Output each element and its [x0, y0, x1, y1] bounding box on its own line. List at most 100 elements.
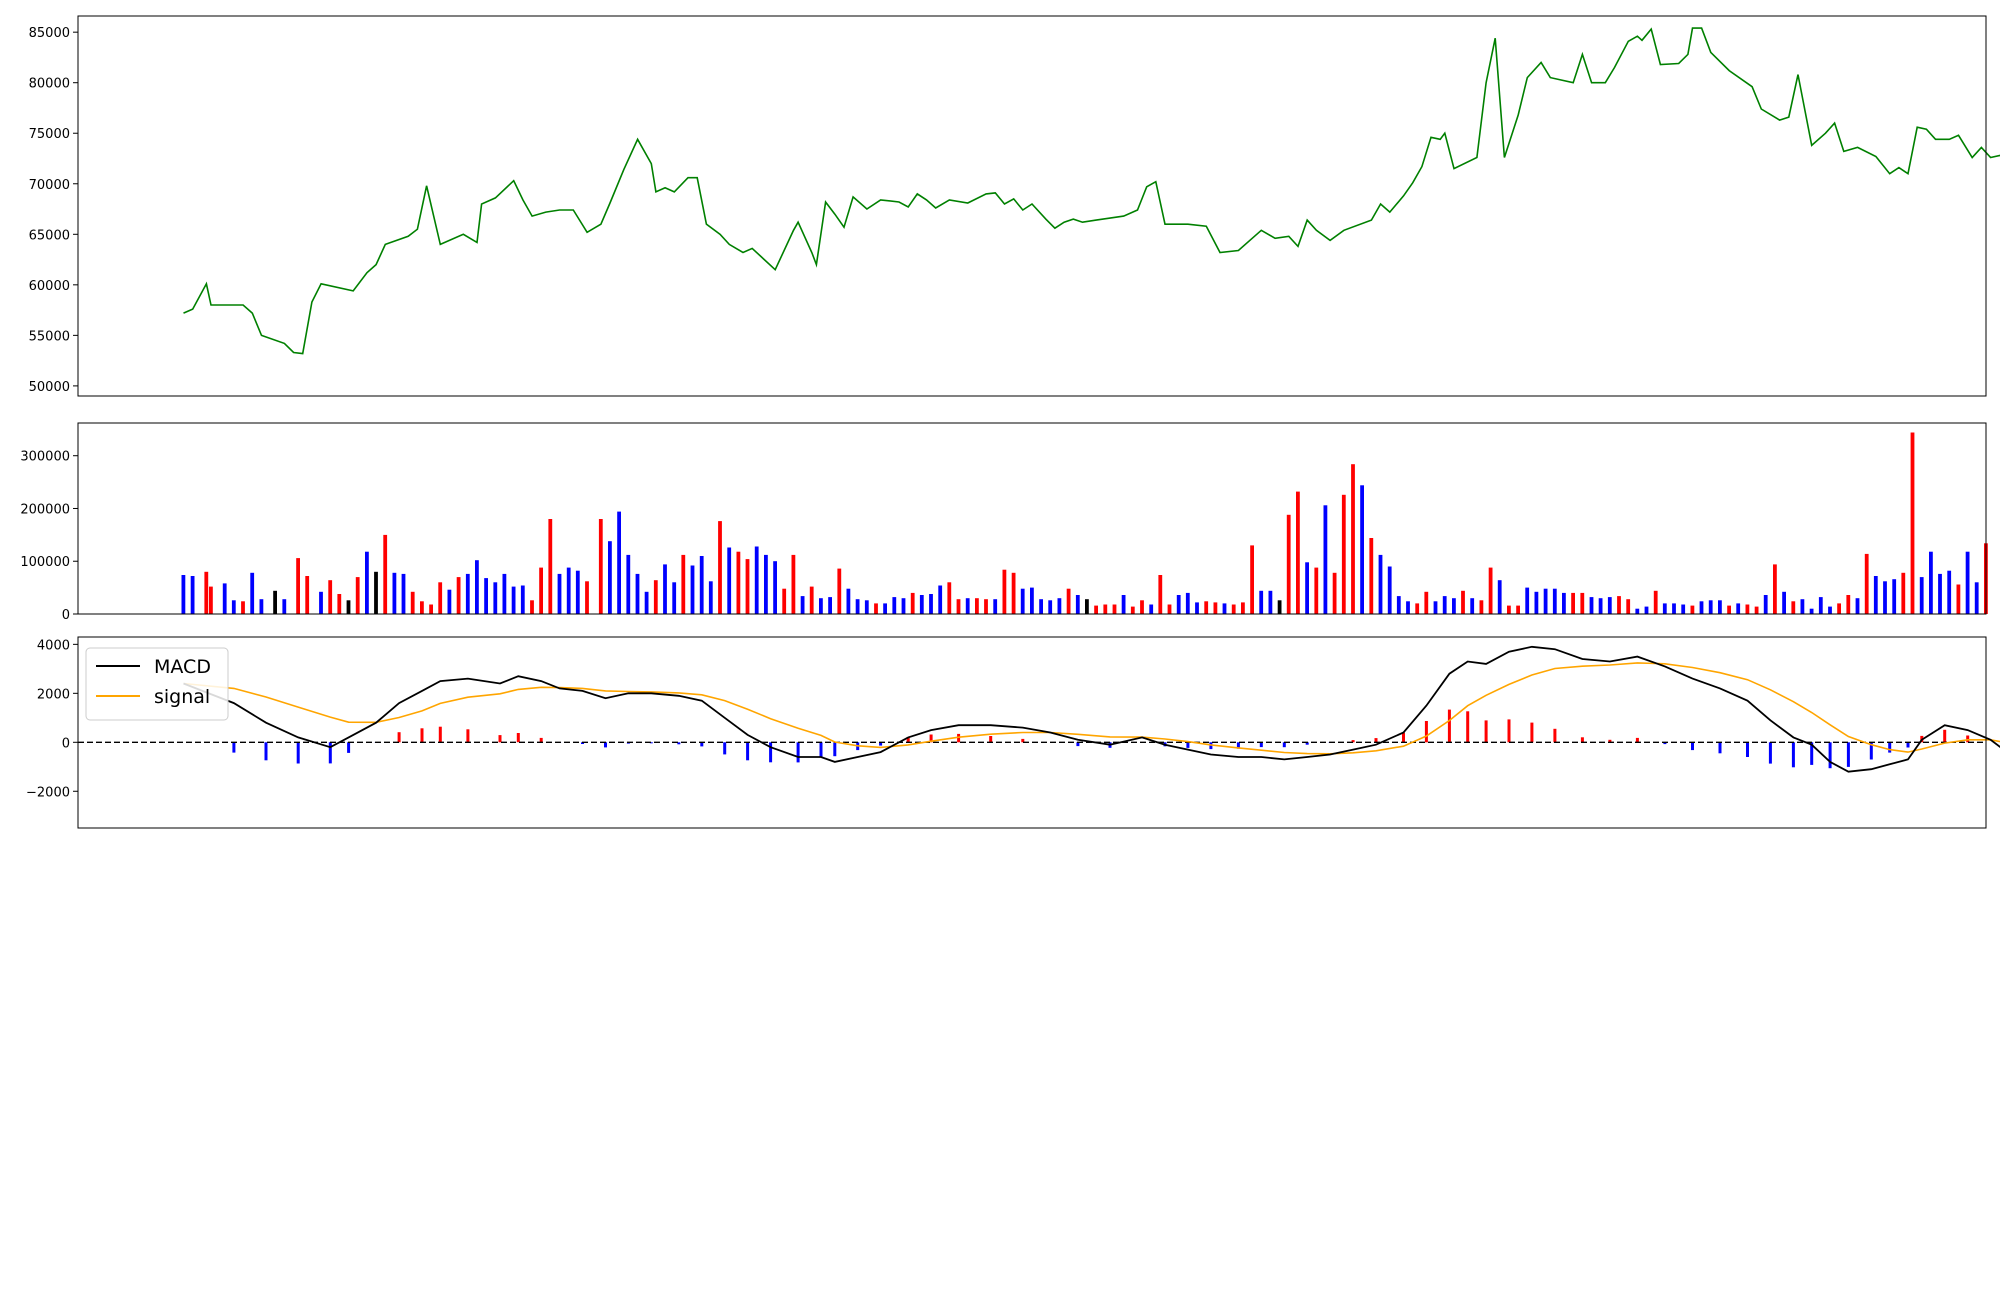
- price-panel: 50000 55000 60000 65000 70000 75000 80000 85000: [29, 15, 2000, 397]
- volume-bar: [493, 582, 498, 614]
- volume-frame: [77, 422, 1987, 615]
- macd-hist-bar: [1846, 742, 1850, 767]
- volume-bar: [1314, 567, 1319, 614]
- volume-bar: [355, 577, 360, 614]
- volume-bar: [250, 572, 255, 614]
- volume-bar: [1011, 572, 1016, 614]
- volume-bar: [1974, 582, 1979, 614]
- volume-bar: [296, 558, 300, 614]
- macd-hist-bar: [989, 736, 993, 743]
- macd-hist-bar: [796, 742, 800, 763]
- volume-bar: [1066, 588, 1071, 614]
- macd-hist-bar: [1791, 742, 1795, 768]
- volume-bar: [1589, 597, 1594, 614]
- macd-hist-bar: [498, 735, 502, 743]
- volume-bar: [1176, 595, 1181, 614]
- price-ytick-label: 70000: [29, 178, 70, 193]
- volume-bar: [1956, 584, 1961, 614]
- volume-bar: [1378, 554, 1383, 614]
- volume-bar: [204, 571, 209, 614]
- volume-bar: [530, 600, 534, 614]
- volume-bar: [1185, 592, 1190, 614]
- price-ytick-label: 80000: [29, 77, 70, 92]
- macd-hist-bar: [438, 726, 442, 743]
- volume-bar: [1048, 600, 1053, 614]
- volume-bar: [282, 599, 287, 614]
- volume-bar: [919, 595, 924, 614]
- volume-bar: [635, 573, 640, 614]
- volume-bar: [1543, 588, 1548, 614]
- legend-label-macd: MACD: [154, 656, 211, 678]
- macd-hist-bar: [649, 742, 653, 744]
- volume-bar: [1607, 597, 1612, 614]
- volume-bar: [800, 596, 805, 614]
- volume-bar: [1910, 432, 1915, 614]
- volume-bar: [1708, 600, 1713, 614]
- volume-bar: [1800, 599, 1805, 614]
- volume-bar: [1892, 579, 1897, 614]
- volume-bar: [1360, 485, 1364, 614]
- volume-bar: [392, 572, 397, 614]
- volume-bar: [1112, 604, 1117, 614]
- macd-ytick-label: 0: [62, 736, 70, 751]
- volume-bar: [1855, 598, 1860, 614]
- volume-bar: [1085, 599, 1089, 614]
- macd-hist-bar: [1635, 737, 1639, 743]
- volume-bar: [231, 600, 236, 614]
- macd-legend: MACD signal: [85, 647, 229, 721]
- volume-bar: [1332, 572, 1337, 614]
- volume-bar: [901, 598, 906, 614]
- volume-bar: [791, 554, 796, 614]
- volume-bar: [1030, 587, 1034, 614]
- volume-bar: [1901, 572, 1906, 614]
- volume-bar: [1745, 604, 1750, 614]
- macd-hist-bar: [1718, 742, 1722, 754]
- macd-panel: −2000 0 2000 4000 MACD signal: [26, 636, 2000, 829]
- volume-bar: [718, 521, 722, 614]
- volume-bar: [993, 599, 998, 614]
- volume-bar: [1396, 596, 1401, 614]
- volume-bar: [617, 511, 621, 614]
- volume-bar: [874, 603, 878, 614]
- price-ytick-label: 60000: [29, 279, 70, 294]
- macd-hist-bar: [1424, 721, 1428, 743]
- macd-hist-bar: [328, 742, 332, 764]
- volume-bar: [456, 577, 461, 614]
- macd-hist-bar: [1466, 711, 1470, 743]
- volume-bar: [1140, 600, 1144, 614]
- volume-bar: [947, 582, 952, 614]
- volume-bar: [1580, 592, 1585, 614]
- macd-hist-bar: [1259, 742, 1263, 748]
- volume-bar: [484, 578, 488, 614]
- macd-hist-bar: [1768, 742, 1772, 764]
- macd-hist-bar: [929, 734, 933, 743]
- volume-bar: [1103, 604, 1108, 614]
- volume-bar: [1167, 604, 1172, 614]
- volume-bar: [1864, 553, 1869, 614]
- volume-bar: [575, 570, 580, 614]
- volume-bar: [745, 559, 750, 614]
- macd-hist-bar: [1810, 742, 1814, 765]
- macd-hist-bar: [1305, 742, 1309, 745]
- volume-bar: [1075, 595, 1080, 614]
- volume-bar: [681, 554, 686, 614]
- volume-bar: [754, 546, 759, 614]
- price-ytick-label: 75000: [29, 127, 70, 142]
- volume-bar: [663, 564, 667, 614]
- volume-ytick-label: 0: [62, 608, 70, 623]
- price-ytick-label: 50000: [29, 380, 70, 395]
- volume-bar: [1534, 591, 1539, 614]
- volume-bar: [1552, 588, 1557, 614]
- macd-hist-bar: [581, 742, 584, 744]
- volume-bar: [1479, 600, 1484, 614]
- volume-bar: [1461, 590, 1465, 614]
- volume-bar: [1424, 591, 1429, 614]
- volume-bar: [181, 575, 186, 614]
- volume-ytick-label: 100000: [20, 555, 70, 570]
- legend-label-signal: signal: [154, 686, 210, 708]
- volume-bar: [1681, 604, 1686, 614]
- volume-bar: [1598, 598, 1603, 614]
- macd-hist-bar: [1869, 742, 1873, 760]
- volume-bar: [1690, 605, 1695, 614]
